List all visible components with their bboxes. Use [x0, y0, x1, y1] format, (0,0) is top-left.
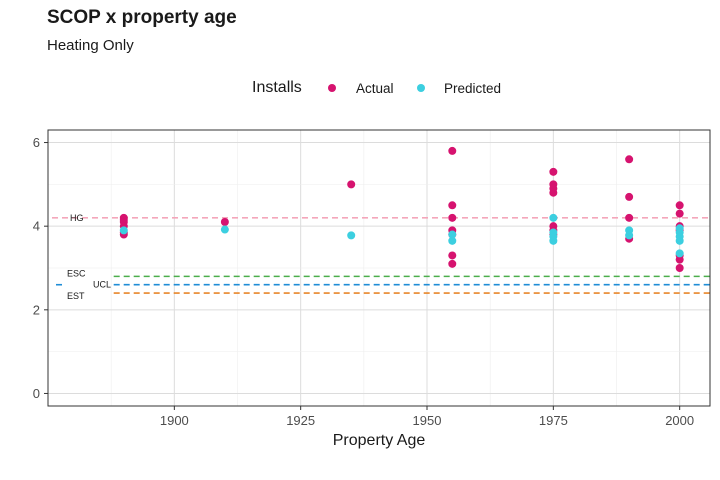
grid [48, 130, 710, 406]
point-actual [347, 180, 356, 189]
axis-ticks: 1900 1925 1950 1975 2000 0 2 4 6 [33, 135, 694, 428]
point-actual [675, 255, 684, 264]
x-tick-label: 2000 [665, 413, 694, 428]
point-actual [625, 192, 634, 201]
legend-label-predicted: Predicted [444, 81, 502, 96]
point-actual [448, 251, 457, 260]
point-predicted [119, 226, 128, 235]
point-actual [625, 213, 634, 222]
legend-title: Installs [252, 79, 302, 96]
point-actual [448, 259, 457, 268]
x-tick-label: 1925 [286, 413, 315, 428]
point-actual [448, 201, 457, 210]
reference-lines: HG ESC UCL EST [52, 213, 710, 301]
legend: Installs Actual Predicted [0, 78, 720, 100]
point-actual [625, 155, 634, 164]
y-tick-label: 0 [33, 386, 40, 401]
point-predicted [549, 236, 558, 245]
x-tick-label: 1975 [539, 413, 568, 428]
point-actual [675, 209, 684, 218]
point-predicted [347, 231, 356, 240]
point-predicted [220, 225, 229, 234]
reference-label-est: EST [67, 291, 85, 301]
point-predicted [625, 231, 634, 240]
point-actual [448, 146, 457, 155]
point-actual [675, 264, 684, 272]
legend-swatch-actual [328, 84, 336, 92]
y-tick-label: 6 [33, 135, 40, 150]
reference-label-esc: ESC [67, 268, 86, 278]
point-predicted [549, 213, 558, 222]
reference-label-hg: HG [70, 213, 84, 223]
point-actual [220, 218, 229, 226]
point-actual [549, 167, 558, 176]
legend-swatch-predicted [417, 84, 425, 92]
data-points [119, 146, 684, 272]
y-tick-label: 4 [33, 219, 40, 234]
point-predicted [448, 236, 457, 245]
point-predicted [675, 249, 684, 258]
point-predicted [675, 236, 684, 245]
chart-subtitle: Heating Only [47, 37, 134, 54]
legend-label-actual: Actual [356, 81, 394, 96]
x-tick-label: 1950 [413, 413, 442, 428]
point-actual [675, 201, 684, 210]
point-actual [549, 188, 558, 197]
y-tick-label: 2 [33, 302, 40, 317]
x-tick-label: 1900 [160, 413, 189, 428]
reference-label-ucl: UCL [93, 280, 111, 290]
point-predicted [448, 230, 457, 239]
plot-panel [47, 129, 711, 407]
chart-title: SCOP x property age [47, 7, 237, 28]
x-axis-title: Property Age [333, 432, 426, 449]
point-actual [448, 213, 457, 222]
